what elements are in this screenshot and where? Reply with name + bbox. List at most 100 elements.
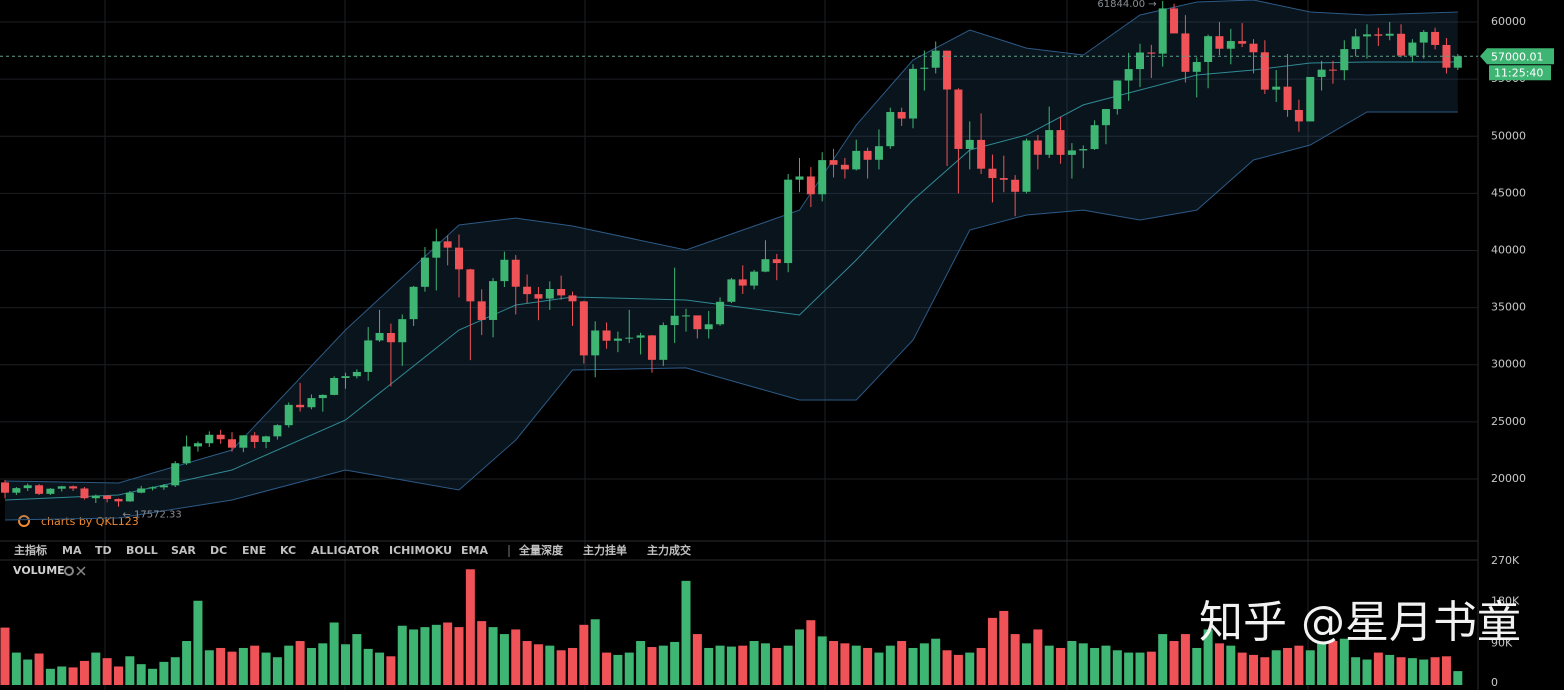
candle-body [784, 179, 793, 264]
candle-body [1124, 69, 1133, 81]
volume-bar [227, 651, 237, 685]
volume-bar [1158, 634, 1168, 685]
candle-body [909, 68, 917, 119]
candle-body [1033, 140, 1042, 155]
volume-bar [1169, 641, 1179, 685]
volume-tick-label: 90K [1491, 636, 1513, 649]
indicator-tab[interactable]: ICHIMOKU [389, 544, 452, 557]
volume-bar [23, 659, 33, 685]
candle-body [579, 301, 588, 356]
volume-bar [772, 647, 782, 685]
candle-body [1397, 33, 1406, 56]
volume-bar [942, 650, 952, 685]
y-tick-label: 25000 [1491, 415, 1526, 428]
candle-body [159, 485, 168, 488]
volume-bar [329, 622, 339, 685]
volume-bar [318, 643, 328, 685]
candle-body [1136, 52, 1144, 70]
candle-body [852, 150, 861, 170]
indicator-tab[interactable]: SAR [171, 544, 196, 557]
volume-bar [420, 627, 430, 685]
volume-bar [897, 641, 907, 685]
volume-bar [1112, 650, 1122, 685]
candle-body [1113, 80, 1122, 110]
volume-bar [148, 668, 158, 685]
settings-icon[interactable] [64, 566, 74, 576]
price-tag-label: 57000.01 [1491, 50, 1544, 63]
volume-bar [465, 569, 475, 685]
candle-body [35, 485, 44, 494]
volume-bar [919, 643, 929, 685]
indicator-tab[interactable]: MA [62, 544, 82, 557]
volume-bar [1022, 643, 1031, 685]
candle-body [704, 324, 713, 330]
volume-bar [159, 661, 169, 685]
candle-body [455, 247, 463, 270]
candle-body [863, 150, 872, 160]
volume-bar [795, 629, 804, 685]
indicator-tab[interactable]: EMA [461, 544, 488, 557]
close-icon[interactable] [76, 566, 86, 576]
indicator-tab[interactable]: KC [280, 544, 296, 557]
volume-bar [1419, 659, 1429, 685]
volume-bar [817, 636, 827, 685]
candle-body [1181, 33, 1190, 72]
volume-bar [1283, 647, 1293, 685]
candle-body [273, 425, 282, 437]
volume-bar [443, 622, 453, 685]
volume-bar [1090, 647, 1100, 685]
volume-bar [522, 641, 532, 685]
candle-body [1170, 8, 1179, 34]
volume-bar [533, 644, 543, 685]
candle-body [182, 446, 191, 464]
indicator-tab[interactable]: 全量深度 [518, 543, 564, 557]
candle-body [659, 325, 668, 360]
indicator-tab[interactable]: BOLL [126, 544, 158, 557]
volume-bar [204, 650, 214, 685]
indicator-tab: 主指标 [14, 543, 47, 557]
volume-bar [1044, 645, 1054, 685]
volume-bar [1396, 657, 1406, 685]
indicator-tab[interactable]: 主力成交 [647, 543, 691, 557]
candle-body [432, 241, 441, 258]
volume-bar [976, 647, 986, 685]
volume-bar [363, 648, 373, 685]
indicator-tab[interactable]: ENE [242, 544, 266, 557]
candle-body [1351, 36, 1360, 50]
volume-bar [136, 664, 146, 685]
volume-bar [0, 627, 10, 685]
candle-body [318, 394, 327, 399]
candle-body [750, 271, 759, 286]
candle-body [500, 259, 509, 282]
candle-body [1101, 109, 1110, 126]
volume-bar [57, 666, 67, 685]
volume-bar [397, 625, 407, 685]
volume-bar [1339, 638, 1349, 685]
candle-body [1056, 130, 1065, 155]
volume-bar [1407, 658, 1417, 685]
candle-body [511, 259, 520, 287]
volume-bar [1214, 643, 1224, 685]
volume-bar [760, 643, 770, 685]
indicator-tab[interactable]: TD [95, 544, 112, 557]
candle-body [1011, 179, 1020, 192]
volume-bar [658, 645, 668, 685]
volume-bar [386, 656, 396, 685]
candle-body [613, 338, 622, 341]
candle-body [931, 50, 940, 68]
indicator-tab[interactable]: ALLIGATOR [311, 544, 380, 557]
candle-body [1431, 31, 1440, 45]
volume-bar [1237, 652, 1247, 685]
indicator-tab[interactable]: DC [210, 544, 227, 557]
volume-bar [1328, 641, 1338, 685]
volume-bar [1146, 651, 1156, 685]
watermark: 知乎 @星月书童 [1199, 597, 1521, 648]
candle-body [1363, 34, 1371, 37]
volume-bar [545, 645, 555, 685]
volume-bar [987, 617, 997, 685]
candle-body [965, 139, 974, 149]
indicator-tab[interactable]: 主力挂单 [583, 543, 627, 557]
volume-bar [829, 641, 839, 685]
volume-bar [170, 657, 180, 685]
volume-bar [79, 660, 89, 685]
